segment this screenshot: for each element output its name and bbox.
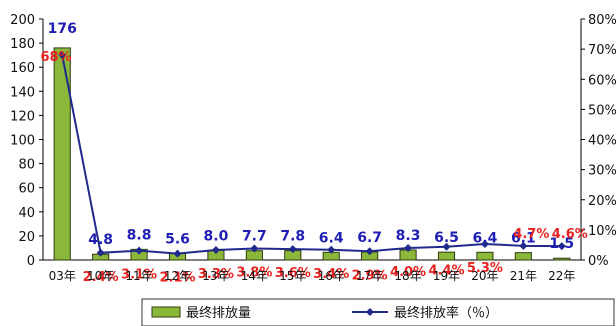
rate-point [135,246,144,255]
rate-point [288,245,297,254]
bar-value-label: 8.0 [204,228,229,244]
rate-value-label: 5.3% [467,261,503,276]
rate-value-label: 3.6% [275,266,311,281]
x-tick-label: 16年 [318,269,345,283]
rate-value-labels: 68%2.4% 3.1% 2.1% 3.3% 3.8% 3.6% 3.4% 2.9% 4.0% 4… [40,50,587,286]
rate-point [58,51,67,60]
rate-point [96,248,105,257]
rate-point [250,244,259,253]
bar [476,251,494,261]
left-tick-label: 100 [10,134,35,149]
rate-value-label: 2.1% [159,271,195,286]
x-tick-label: 19年 [433,269,460,283]
bar [53,47,71,261]
bar-value-label: 7.8 [280,229,305,245]
x-tick-label: 21年 [510,269,537,283]
rate-point [519,241,528,250]
x-tick-label: 14年 [241,269,268,283]
x-tick-label: 20年 [471,269,498,283]
bar-value-label: 8.8 [127,227,152,243]
left-axis: 0 20 40 60 80 100 120 140 160 180 200 [10,13,581,269]
bar-value-label: 6.5 [434,230,459,246]
right-tick-label: 40% [588,134,616,149]
x-tick-label: 13年 [202,269,229,283]
legend-line-marker [366,308,374,316]
rate-value-label: 4.0% [390,265,426,280]
rate-point [211,246,220,255]
rate-line [61,54,562,255]
left-tick-label: 40 [18,206,35,221]
rate-point [365,247,374,256]
bar-value-label: 6.7 [357,230,382,246]
bar-value-label: 8.3 [396,228,421,244]
rate-value-label: 3.8% [236,266,272,281]
rate-point [404,243,413,252]
x-tick-label: 11年 [125,269,152,283]
right-tick-label: 80% [588,13,616,28]
right-tick-label: 0% [588,254,609,269]
bar [514,252,532,261]
legend: 最终排放量 最终排放率（％） [141,298,615,326]
bar-value-label: 7.7 [242,229,267,245]
x-axis-ticks: 03年 10年 11年 12年 13年 14年 15年 16年 17年 18年 19年 20年 21年 2… [49,269,576,283]
rate-value-label: 2.4% [83,270,119,285]
bar-value-label: 5.6 [165,231,190,247]
line-series [58,51,566,258]
right-tick-label: 70% [588,43,616,58]
bar-value-labels: 176 4.8 8.8 5.6 8.0 7.7 7.8 6.4 6.7 8.3 6.5 6.4 6.1 1… [48,21,575,252]
bar-series [53,47,571,261]
bar-value-label: 176 [48,21,77,37]
bar [553,257,571,261]
left-tick-label: 180 [10,37,35,52]
rate-value-label: 4.4% [428,264,464,279]
bar [437,251,456,261]
x-tick-label: 18年 [394,269,421,283]
left-tick-label: 0 [27,254,35,269]
legend-line-label: 最终排放率（％） [394,305,498,321]
right-tick-label: 20% [588,194,616,209]
left-tick-label: 200 [10,13,35,28]
rate-point [327,245,336,254]
rate-value-label: 3.4% [313,267,349,282]
rate-value-label: 3.3% [198,267,234,282]
x-tick-label: 15年 [279,269,306,283]
rate-point [173,249,182,258]
left-tick-label: 20 [18,230,35,245]
rate-value-label: 4.6% [552,227,588,242]
rate-point [557,242,566,251]
bar-value-label: 6.4 [473,230,498,246]
bar-value-label: 6.4 [319,230,344,246]
right-axis: 0% 10% 20% 30% 40% 50% 60% 70% 80% [580,13,616,269]
x-tick-label: 22年 [548,269,575,283]
x-tick-label: 17年 [356,269,383,283]
legend-bar-label: 最终排放量 [186,305,251,321]
rate-point [442,242,451,251]
rate-value-label: 2.9% [352,268,388,283]
left-tick-label: 160 [10,61,35,76]
bar-value-label: 1.5 [549,236,574,252]
left-tick-label: 80 [18,158,35,173]
rate-value-label: 3.1% [121,268,157,283]
right-tick-label: 50% [588,103,616,118]
legend-bar-swatch [151,306,181,318]
left-tick-label: 60 [18,182,35,197]
rate-point [480,240,489,249]
bar-value-label: 6.1 [511,231,536,247]
left-tick-label: 140 [10,85,35,100]
left-tick-label: 120 [10,109,35,124]
rate-value-label: 68% [40,50,71,65]
rate-value-label: 4.7% [513,227,549,242]
x-tick-label: 10年 [87,269,114,283]
right-tick-label: 60% [588,73,616,88]
bar-value-label: 4.8 [88,232,113,248]
x-tick-label: 03年 [49,269,76,283]
x-tick-label: 12年 [164,269,191,283]
right-tick-label: 30% [588,164,616,179]
right-tick-label: 10% [588,224,616,239]
